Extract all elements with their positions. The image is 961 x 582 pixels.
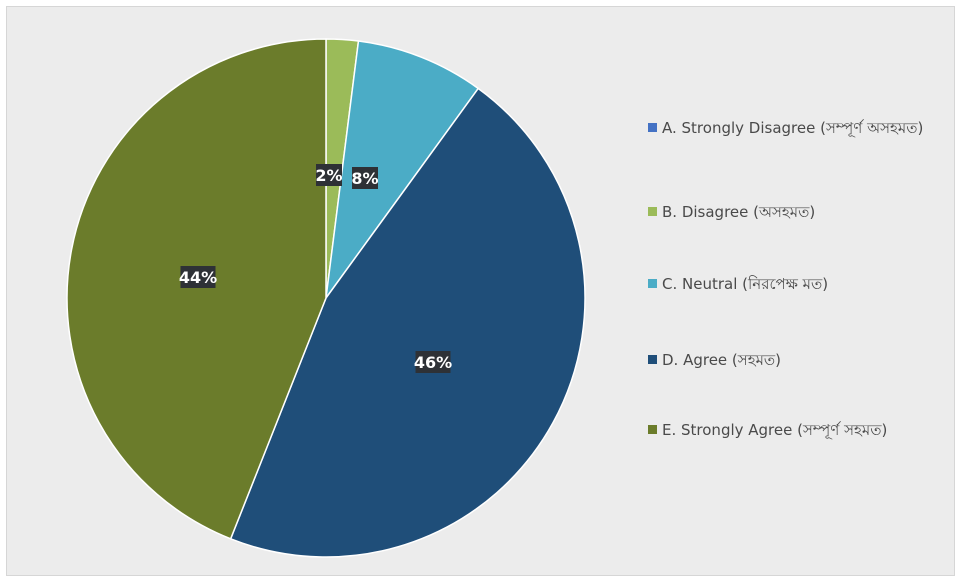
legend-label: B. Disagree (অসহমত) bbox=[662, 203, 816, 221]
legend-swatch bbox=[648, 279, 657, 288]
legend-item-neutral: C. Neutral (নিরপেক্ষ মত) bbox=[648, 274, 948, 295]
legend-swatch bbox=[648, 355, 657, 364]
data-label-box bbox=[415, 351, 451, 373]
data-label-box bbox=[352, 167, 378, 189]
data-label-text: 44% bbox=[179, 268, 217, 287]
data-label-text: 46% bbox=[414, 353, 452, 372]
legend-item-disagree: B. Disagree (অসহমত) bbox=[648, 202, 948, 223]
data-label-2: 2% bbox=[315, 164, 343, 186]
legend-swatch bbox=[648, 425, 657, 434]
legend-label: D. Agree (সহমত) bbox=[662, 351, 782, 369]
data-label-4: 46% bbox=[414, 351, 452, 373]
legend-swatch bbox=[648, 123, 657, 132]
pie-data-labels: 2% 8% 46% 44% bbox=[179, 164, 452, 373]
data-label-box bbox=[316, 164, 342, 186]
legend-label: C. Neutral (নিরপেক্ষ মত) bbox=[662, 275, 829, 293]
legend-swatch bbox=[648, 207, 657, 216]
legend-label: A. Strongly Disagree (সম্পূর্ণ অসহমত) bbox=[662, 119, 924, 137]
data-label-text: 8% bbox=[351, 169, 378, 188]
pie-slice-5 bbox=[66, 38, 327, 540]
data-label-text: 2% bbox=[315, 166, 342, 185]
pie-slice-4 bbox=[229, 87, 586, 558]
pie-slices bbox=[66, 38, 586, 558]
legend-item-strongly-disagree: A. Strongly Disagree (সম্পূর্ণ অসহমত) bbox=[648, 118, 948, 139]
legend-item-agree: D. Agree (সহমত) bbox=[648, 350, 948, 371]
data-label-box bbox=[180, 266, 216, 288]
pie-slice-3 bbox=[325, 40, 480, 299]
legend-item-strongly-agree: E. Strongly Agree (সম্পূর্ণ সহমত) bbox=[648, 420, 948, 441]
data-label-3: 8% bbox=[351, 167, 379, 189]
data-label-5: 44% bbox=[179, 266, 217, 288]
legend-label: E. Strongly Agree (সম্পূর্ণ সহমত) bbox=[662, 421, 888, 439]
